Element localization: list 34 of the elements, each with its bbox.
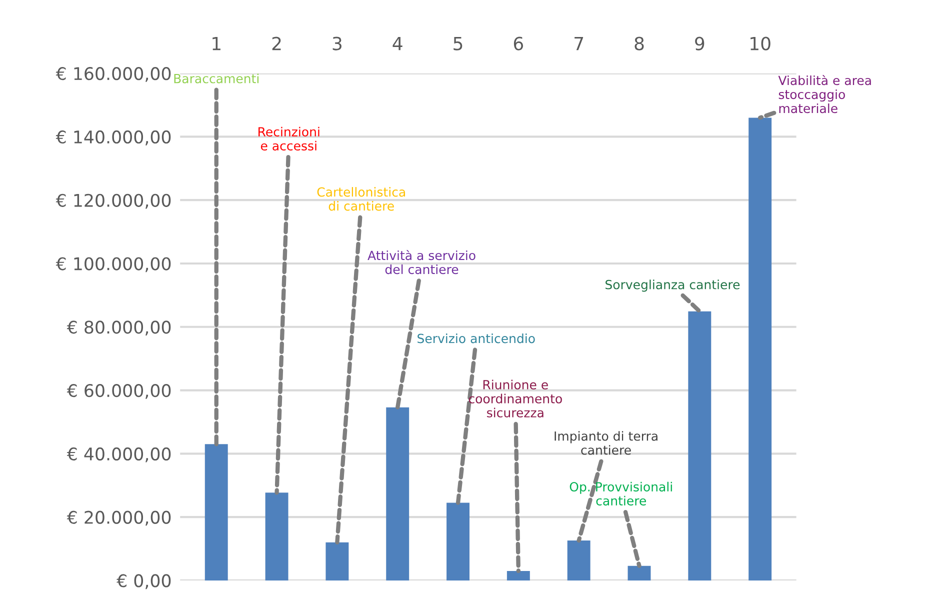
x-tick-label: 3	[332, 36, 342, 50]
bar	[506, 570, 530, 580]
x-tick-label: 4	[392, 36, 402, 50]
x-tick-label: 8	[634, 36, 644, 50]
annotation: Recinzioni e accessi	[258, 126, 320, 151]
annotation: Cartellonistica di cantiere	[317, 187, 405, 211]
annotation: Attività a servizio del cantiere	[368, 250, 476, 274]
y-tick-label: € 140.000,00	[56, 130, 171, 146]
y-tick-label: € 100.000,00	[56, 257, 171, 272]
x-tick-label: 9	[695, 36, 704, 50]
annotation: Servizio anticendio	[418, 334, 535, 344]
y-tick-label: € 20.000,00	[66, 510, 171, 526]
x-tick-label: 10	[750, 36, 770, 50]
bar	[204, 444, 228, 580]
annotation: Impianto di terra cantiere	[554, 431, 658, 455]
x-tick-label: 7	[574, 36, 584, 50]
annotation: Riunione e coordinamento sicurezza	[468, 380, 562, 418]
x-tick-label: 2	[272, 36, 281, 50]
annotation: Viabilità e area stoccaggio materiale	[778, 74, 871, 114]
y-tick-label: € 80.000,00	[66, 320, 171, 336]
y-tick-label: € 120.000,00	[56, 194, 171, 209]
x-tick-label: 1	[212, 36, 220, 50]
annotation: Baraccamenti	[174, 74, 258, 84]
bar	[326, 542, 349, 580]
bar	[628, 566, 651, 580]
annotation: Op. Provvisionali cantiere	[570, 482, 672, 506]
x-tick-label: 5	[454, 36, 462, 50]
x-tick-label: 6	[514, 36, 524, 50]
y-tick-label: € 60.000,00	[66, 384, 171, 399]
y-tick-label: € 0,00	[116, 574, 171, 590]
y-tick-label: € 160.000,00	[56, 67, 171, 82]
annotation: Sorveglianza cantiere	[606, 280, 740, 292]
bar	[265, 492, 288, 580]
y-tick-label: € 40.000,00	[66, 447, 171, 462]
